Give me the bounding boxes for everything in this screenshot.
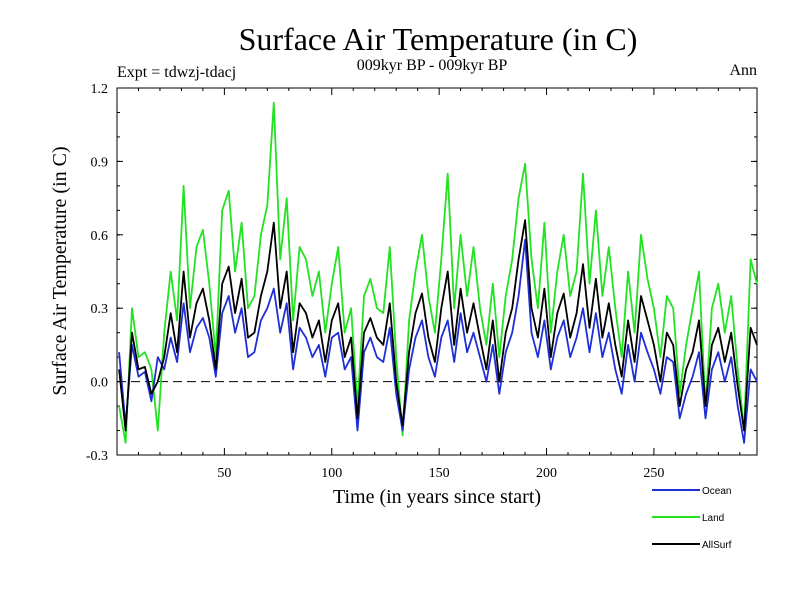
legend-label-allsurf: AllSurf: [702, 540, 732, 551]
x-tick-label: 150: [429, 466, 450, 481]
y-tick-label: 0.3: [91, 302, 109, 317]
legend-label-land: Land: [702, 513, 724, 524]
y-tick-label: 0.9: [91, 155, 109, 170]
y-tick-label: 0.0: [91, 376, 109, 391]
y-tick-label: 1.2: [91, 82, 109, 97]
x-tick-label: 100: [321, 466, 342, 481]
y-tick-label: -0.3: [86, 449, 108, 464]
series-line-ocean: [118, 238, 758, 444]
legend-label-ocean: Ocean: [702, 486, 731, 497]
x-tick-label: 200: [536, 466, 557, 481]
chart-title: Surface Air Temperature (in C): [239, 21, 638, 57]
series-line-allsurf: [118, 219, 758, 432]
y-ticks: -0.3 0.0 0.3 0.6 0.9 1.2: [86, 82, 757, 464]
y-tick-label: 0.6: [91, 229, 109, 244]
x-ticks: 50 100 150 200 250: [137, 88, 741, 481]
season-label: Ann: [729, 62, 757, 79]
series-line-land: [118, 101, 758, 444]
x-tick-label: 50: [217, 466, 231, 481]
legend: Ocean Land AllSurf: [652, 486, 732, 551]
series-lines: [118, 101, 758, 444]
period-label: 009kyr BP - 009kyr BP: [357, 57, 508, 74]
x-axis-label: Time (in years since start): [333, 486, 541, 508]
experiment-label: Expt = tdwzj-tdacj: [117, 64, 236, 81]
x-tick-label: 250: [643, 466, 664, 481]
y-axis-label: Surface Air Temperature (in C): [49, 146, 71, 395]
plot-frame: [116, 87, 758, 456]
